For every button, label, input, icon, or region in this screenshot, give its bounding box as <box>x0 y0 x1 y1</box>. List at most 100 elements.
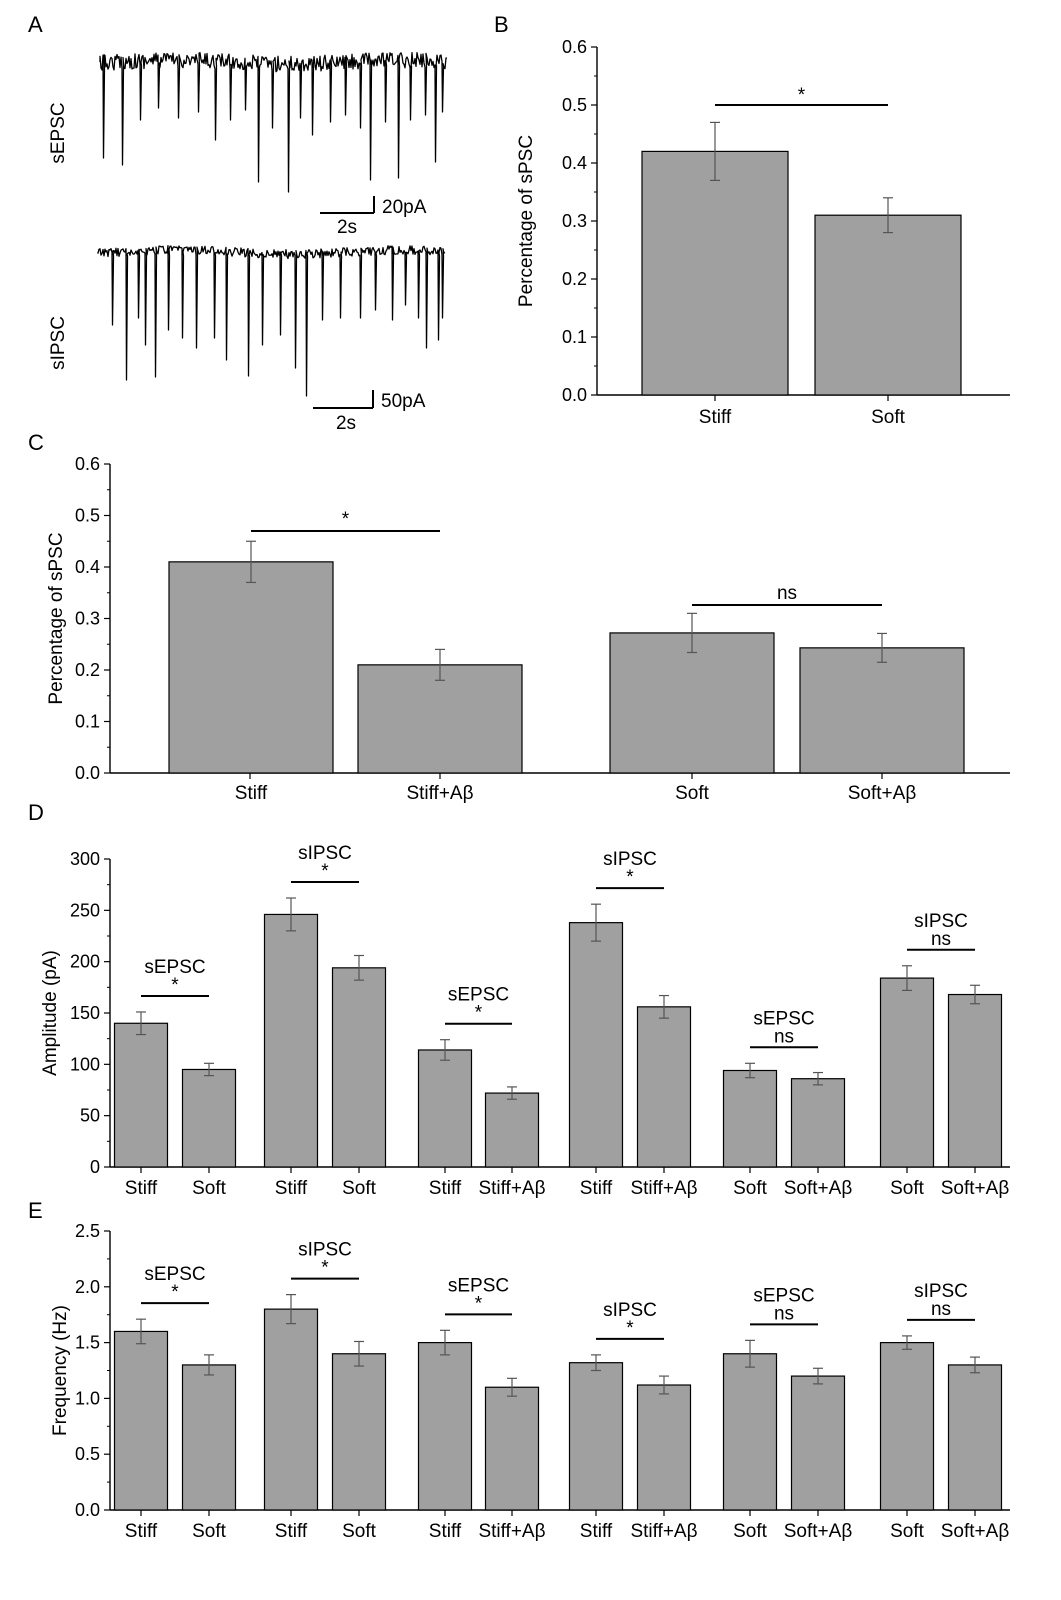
y-tick-label: 100 <box>70 1054 100 1074</box>
sepsc-amp-scale-label: 20pA <box>382 197 427 218</box>
y-tick-label: 300 <box>70 849 100 869</box>
x-tick-label: Stiff <box>275 1521 308 1542</box>
panel-label-d: D <box>28 800 44 825</box>
panel-label-a: A <box>28 12 43 37</box>
bar <box>790 1078 846 1168</box>
group-title: sEPSC <box>448 1275 509 1296</box>
significance-label: * <box>798 85 806 106</box>
x-tick-label: Stiff <box>429 1178 462 1199</box>
bar <box>331 967 387 1168</box>
panel-a: A sEPSC 20pA 2s sIPSC 50pA 2s <box>28 12 448 434</box>
group-title: sIPSC <box>298 1240 352 1261</box>
y-tick-label: 1.0 <box>75 1388 100 1408</box>
bar <box>799 647 965 774</box>
x-tick-label: Stiff <box>699 407 732 428</box>
significance-label: * <box>475 1003 483 1024</box>
x-tick-label: Soft <box>890 1178 925 1199</box>
y-tick-label: 250 <box>70 900 100 920</box>
x-tick-label: Stiff+Aβ <box>630 1521 697 1542</box>
significance-label: * <box>321 1258 329 1279</box>
y-tick-label: 1.5 <box>75 1333 100 1353</box>
bar <box>609 632 775 774</box>
y-axis-title: Amplitude (pA) <box>40 950 61 1076</box>
bar <box>113 1330 169 1511</box>
x-tick-label: Soft+Aβ <box>784 1521 853 1542</box>
bar <box>879 1341 935 1511</box>
y-tick-label: 0 <box>90 1157 100 1177</box>
bar <box>263 913 319 1168</box>
chart-e: 0.0 0.5 1.0 1.5 2.0 2.5 Frequency (Hz) Stiff Sof… <box>50 1221 1010 1542</box>
significance-label: * <box>171 975 179 996</box>
group-title: sIPSC <box>914 1281 968 1302</box>
y-tick-label: 0.3 <box>562 211 587 231</box>
panel-label-e: E <box>28 1198 43 1223</box>
x-tick-label: Soft <box>675 783 710 804</box>
y-tick-label: 0.4 <box>562 153 587 173</box>
bar <box>947 1364 1003 1511</box>
x-tick-label: Stiff <box>580 1521 613 1542</box>
significance-label: ns <box>931 1299 951 1320</box>
group-title: sIPSC <box>603 849 657 870</box>
group-title: sIPSC <box>603 1300 657 1321</box>
x-tick-label: Stiff+Aβ <box>478 1521 545 1542</box>
significance-label: ns <box>931 929 951 950</box>
bar <box>790 1375 846 1511</box>
y-tick-label: 0.0 <box>562 385 587 405</box>
x-tick-label: Soft <box>733 1178 768 1199</box>
y-tick-label: 0.2 <box>562 269 587 289</box>
significance-label: ns <box>777 583 797 604</box>
trace-label-sipsc: sIPSC <box>48 316 69 370</box>
y-tick-label: 2.5 <box>75 1221 100 1241</box>
y-axis-title: Percentage of sPSC <box>46 532 67 704</box>
sepsc-trace <box>99 51 448 193</box>
significance-label: * <box>626 867 634 888</box>
x-tick-label: Stiff <box>125 1521 158 1542</box>
significance-label: * <box>626 1318 634 1339</box>
x-tick-label: Stiff <box>580 1178 613 1199</box>
sipsc-time-scale-label: 2s <box>336 413 356 434</box>
bar <box>417 1049 473 1168</box>
x-tick-label: Soft <box>733 1521 768 1542</box>
x-tick-label: Stiff <box>429 1521 462 1542</box>
bar <box>947 993 1003 1168</box>
bar <box>568 922 624 1168</box>
y-tick-label: 150 <box>70 1003 100 1023</box>
x-tick-label: Stiff+Aβ <box>630 1178 697 1199</box>
x-tick-label: Soft+Aβ <box>941 1178 1010 1199</box>
group-title: sEPSC <box>144 1264 205 1285</box>
significance-label: * <box>342 509 350 530</box>
panel-label-c: C <box>28 430 44 455</box>
y-tick-label: 50 <box>80 1106 100 1126</box>
bar <box>636 1384 692 1511</box>
y-axis-title: Percentage of sPSC <box>516 135 537 307</box>
group-title: sIPSC <box>298 843 352 864</box>
y-tick-label: 0.5 <box>562 95 587 115</box>
x-tick-label: Soft <box>192 1521 227 1542</box>
group-title: sEPSC <box>144 957 205 978</box>
bar <box>263 1308 319 1511</box>
y-tick-label: 0.5 <box>75 506 100 526</box>
sepsc-time-scale-label: 2s <box>337 217 357 238</box>
significance-label: * <box>475 1293 483 1314</box>
x-tick-label: Stiff <box>235 783 268 804</box>
y-tick-label: 0.6 <box>75 454 100 474</box>
trace-label-sepsc: sEPSC <box>48 102 69 163</box>
bar <box>484 1092 540 1168</box>
bar <box>113 1022 169 1168</box>
x-tick-label: Soft <box>871 407 906 428</box>
significance-label: ns <box>774 1303 794 1324</box>
bar <box>722 1353 778 1511</box>
group-title: sEPSC <box>753 1008 814 1029</box>
y-tick-label: 2.0 <box>75 1277 100 1297</box>
bar <box>484 1386 540 1511</box>
y-tick-label: 0.6 <box>562 37 587 57</box>
group-title: sEPSC <box>753 1285 814 1306</box>
group-title: sEPSC <box>448 985 509 1006</box>
y-tick-label: 0.1 <box>75 712 100 732</box>
y-tick-label: 0.0 <box>75 763 100 783</box>
bar <box>168 561 334 774</box>
bar <box>331 1353 387 1511</box>
y-tick-label: 0.5 <box>75 1444 100 1464</box>
x-tick-label: Soft+Aβ <box>848 783 917 804</box>
